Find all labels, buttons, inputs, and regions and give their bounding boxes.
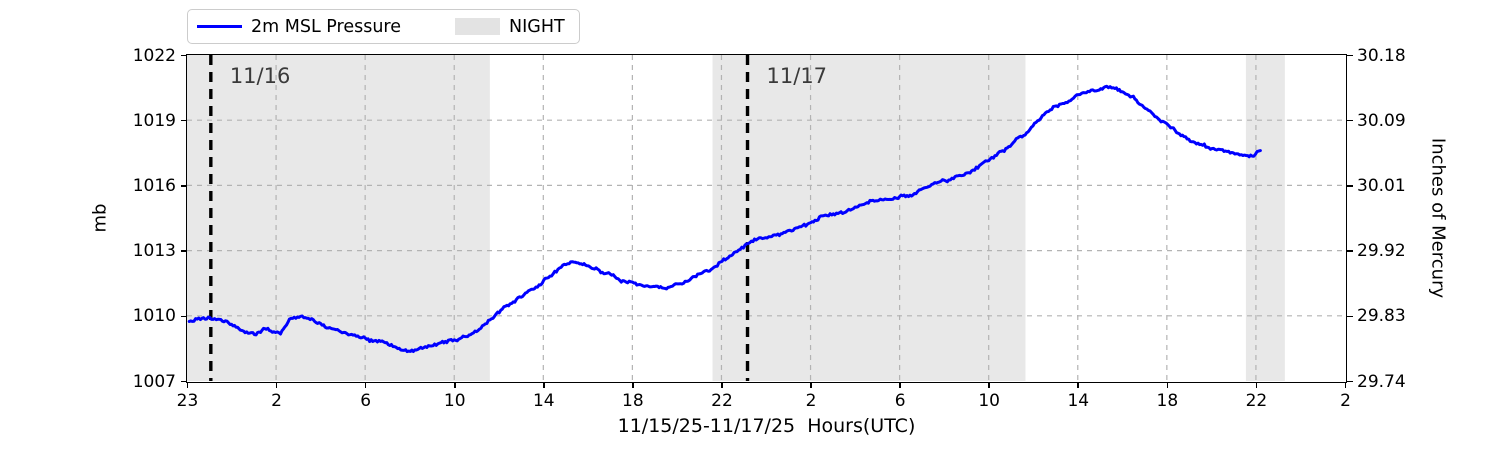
y-tick-mark-right [1347, 380, 1353, 383]
x-tick-label: 22 [1245, 391, 1268, 411]
x-tick-label: 22 [711, 391, 733, 411]
x-tick-label: 14 [532, 391, 555, 411]
x-tick-mark [988, 382, 990, 388]
y-tick-label-right: 29.92 [1357, 241, 1406, 262]
y-tick-label-left: 1016 [132, 175, 176, 196]
y-axis-title-left: mb [89, 203, 111, 233]
day-marker-label: 11/16 [229, 64, 291, 88]
x-tick-label: 10 [443, 391, 466, 411]
x-tick-mark [899, 382, 901, 388]
y-tick-mark-left [180, 315, 186, 318]
x-tick-label: 10 [978, 391, 1001, 411]
y-tick-label-right: 30.18 [1357, 45, 1406, 66]
pressure-chart [187, 55, 1345, 381]
y-tick-mark-left [180, 119, 186, 122]
y-tick-mark-right [1347, 250, 1353, 252]
y-tick-label-right: 29.83 [1357, 306, 1406, 327]
x-tick-mark [632, 382, 634, 388]
pressure-line [187, 84, 1262, 354]
y-tick-label-left: 1007 [132, 371, 176, 392]
y-tick-label-left: 1019 [132, 110, 176, 131]
legend-line-swatch [197, 25, 242, 28]
x-tick-label: 14 [1067, 391, 1090, 411]
x-tick-mark [810, 382, 812, 388]
x-tick-label: 6 [894, 391, 906, 411]
x-tick-mark [1077, 382, 1080, 388]
legend-night-swatch [455, 18, 500, 35]
y-tick-label-right: 30.01 [1357, 175, 1406, 196]
y-tick-label-right: 30.09 [1357, 110, 1406, 131]
night-band [1245, 55, 1285, 381]
y-tick-label-left: 1022 [132, 45, 176, 66]
x-axis-title: 11/15/25-11/17/25 Hours(UTC) [617, 415, 916, 437]
y-tick-label-left: 1010 [132, 306, 176, 327]
y-tick-label-left: 1013 [132, 241, 176, 262]
x-tick-mark [453, 382, 456, 388]
legend-series-label: 2m MSL Pressure [251, 16, 401, 37]
x-tick-mark [1166, 382, 1169, 388]
legend-night-label: NIGHT [509, 16, 565, 37]
y-tick-mark-left [180, 185, 186, 187]
x-tick-label: 2 [805, 391, 817, 411]
day-marker-label: 11/17 [766, 64, 828, 88]
y-tick-mark-right [1347, 54, 1353, 57]
night-band [712, 55, 1026, 381]
legend: 2m MSL Pressure NIGHT [187, 9, 580, 44]
y-tick-mark-right [1347, 315, 1353, 318]
x-tick-label: 18 [1156, 391, 1179, 411]
y-tick-mark-left [180, 250, 186, 252]
x-tick-mark [275, 382, 278, 388]
x-tick-mark [721, 382, 723, 388]
y-tick-mark-left [180, 54, 186, 57]
x-tick-label: 2 [271, 391, 282, 411]
y-axis-title-right: Inches of Mercury [1427, 137, 1449, 299]
x-tick-label: 6 [360, 391, 372, 411]
x-tick-mark [186, 382, 189, 388]
x-tick-mark [543, 382, 545, 388]
x-tick-label: 23 [176, 391, 199, 411]
x-tick-label: 18 [622, 391, 644, 411]
x-tick-mark [1255, 382, 1258, 388]
y-tick-mark-right [1347, 185, 1353, 187]
y-tick-mark-left [180, 380, 186, 383]
x-tick-mark [1344, 382, 1347, 388]
plot-area [186, 54, 1347, 383]
x-tick-label: 2 [1340, 391, 1351, 411]
x-tick-mark [364, 382, 367, 388]
y-tick-mark-right [1347, 119, 1353, 122]
y-tick-label-right: 29.74 [1357, 371, 1406, 392]
